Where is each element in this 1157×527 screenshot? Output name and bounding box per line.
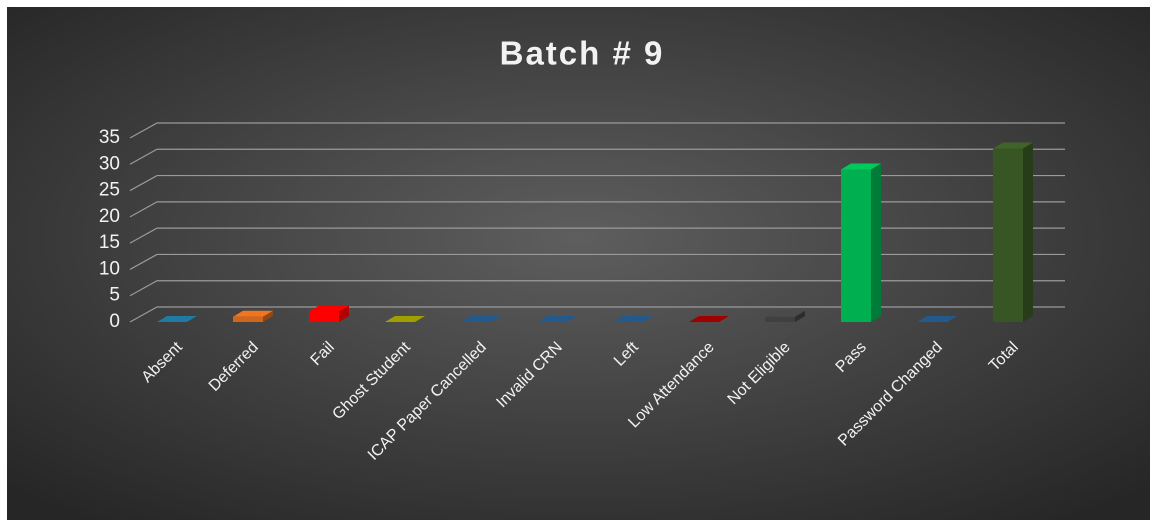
bar: [917, 316, 957, 322]
bar-side: [1023, 142, 1033, 322]
grid-line: [129, 253, 1065, 270]
grid-line: [129, 201, 1065, 218]
bar-side: [263, 310, 273, 322]
bar: [613, 316, 653, 322]
bar: [233, 310, 273, 322]
bar: [841, 163, 881, 322]
bar-top: [157, 316, 197, 322]
bar-side: [339, 305, 349, 322]
y-tick-label: 30: [99, 153, 120, 174]
grid-line: [129, 148, 1065, 165]
bar-front: [841, 169, 871, 322]
bar: [537, 316, 577, 322]
bar-top: [689, 316, 729, 322]
grid-line: [129, 306, 1065, 323]
bar-top: [993, 142, 1033, 149]
y-tick-label: 15: [99, 232, 120, 253]
y-tick-label: 10: [99, 258, 120, 279]
bar-top: [917, 316, 957, 322]
bar-top: [841, 163, 881, 170]
grid-line: [129, 174, 1065, 192]
bar: [461, 316, 501, 322]
bar-front: [993, 148, 1023, 322]
y-tick-label: 35: [99, 127, 120, 148]
bar: [689, 316, 729, 322]
bar-top: [233, 310, 273, 317]
grid-line: [129, 227, 1065, 244]
bar-top: [385, 316, 425, 322]
y-tick-label: 25: [99, 180, 120, 201]
bar-side: [795, 310, 805, 322]
bar-top: [537, 316, 577, 322]
grid-line: [129, 280, 1065, 297]
bar-top: [765, 310, 805, 317]
bar-front: [233, 316, 263, 322]
bar: [385, 316, 425, 322]
bar-top: [613, 316, 653, 322]
chart-background: [7, 7, 1150, 520]
bar: [993, 142, 1033, 322]
bar-side: [871, 163, 881, 322]
bar-front: [765, 316, 795, 322]
bar: [157, 316, 197, 322]
chart-title: Batch # 9: [500, 35, 665, 72]
bar: [309, 305, 349, 322]
bar-front: [309, 311, 339, 322]
bar-top: [309, 305, 349, 312]
bar-top: [461, 316, 501, 322]
y-tick-label: 20: [99, 206, 120, 227]
grid-line: [129, 122, 1065, 139]
y-tick-label: 0: [109, 311, 120, 332]
bar: [765, 310, 805, 322]
y-tick-label: 5: [109, 285, 120, 306]
